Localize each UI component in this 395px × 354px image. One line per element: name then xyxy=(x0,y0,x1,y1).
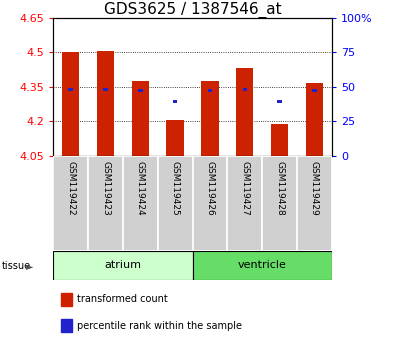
Bar xyxy=(123,156,158,251)
Text: tissue: tissue xyxy=(2,261,31,271)
Bar xyxy=(166,120,184,156)
Bar xyxy=(243,87,247,91)
Bar xyxy=(53,156,88,251)
Bar xyxy=(103,87,108,91)
Bar xyxy=(53,251,193,280)
Text: GSM119423: GSM119423 xyxy=(101,161,110,215)
Bar xyxy=(201,81,219,156)
Text: GSM119428: GSM119428 xyxy=(275,161,284,215)
Bar xyxy=(228,156,262,251)
Bar xyxy=(271,124,288,156)
Text: GSM119422: GSM119422 xyxy=(66,161,75,215)
Bar xyxy=(88,156,123,251)
Bar xyxy=(193,251,332,280)
Text: GSM119427: GSM119427 xyxy=(240,161,249,215)
Bar xyxy=(277,100,282,103)
Bar xyxy=(306,83,323,156)
Bar xyxy=(97,51,114,156)
Text: ventricle: ventricle xyxy=(238,261,287,270)
Bar xyxy=(158,156,193,251)
Bar xyxy=(62,52,79,156)
Text: percentile rank within the sample: percentile rank within the sample xyxy=(77,321,242,331)
Bar xyxy=(208,89,212,92)
Bar xyxy=(173,100,177,103)
Bar xyxy=(138,89,143,92)
Text: GSM119424: GSM119424 xyxy=(136,161,145,215)
Text: ►: ► xyxy=(26,261,33,271)
Text: transformed count: transformed count xyxy=(77,294,168,304)
Bar xyxy=(236,68,254,156)
Text: GSM119425: GSM119425 xyxy=(171,161,180,215)
Bar xyxy=(132,81,149,156)
Text: GSM119426: GSM119426 xyxy=(205,161,214,215)
Bar xyxy=(262,156,297,251)
Text: atrium: atrium xyxy=(104,261,141,270)
Bar xyxy=(68,87,73,91)
Text: GSM119429: GSM119429 xyxy=(310,161,319,215)
Bar xyxy=(312,89,317,92)
Bar xyxy=(297,156,332,251)
Title: GDS3625 / 1387546_at: GDS3625 / 1387546_at xyxy=(104,1,281,18)
Bar xyxy=(193,156,228,251)
